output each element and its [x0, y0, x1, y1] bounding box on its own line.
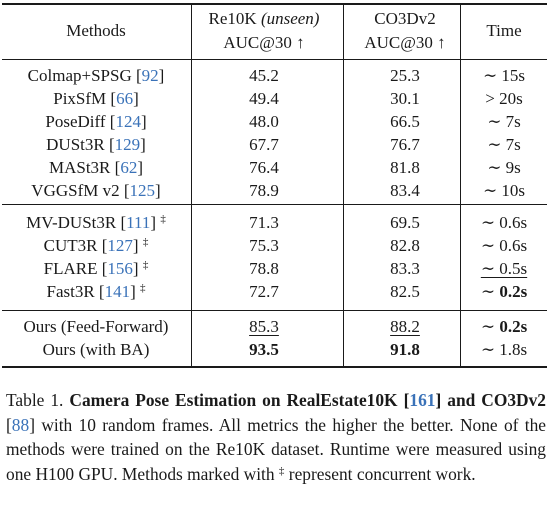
re10k-value: 48.0 — [249, 112, 279, 131]
caption-prefix: Table 1. — [6, 390, 64, 410]
time-value: ∼ 0.6s — [480, 213, 528, 232]
caption-body: with 10 random frames. All metrics the h… — [6, 414, 546, 484]
co3d-value-second-best: 88.2 — [390, 317, 420, 336]
co3d-value: 30.1 — [390, 89, 420, 108]
co3d-value: 69.5 — [390, 213, 420, 232]
method-name: CUT3R [127] ‡ — [43, 236, 149, 255]
citation-link[interactable]: 129 — [114, 135, 141, 154]
method-name: VGGSfM v2 [125] — [31, 181, 161, 200]
citation-link[interactable]: 125 — [129, 181, 156, 200]
col-divider-2 — [343, 4, 344, 366]
header-re10k: Re10K (unseen) — [190, 8, 338, 30]
bottom-rule — [2, 366, 547, 368]
method-name: Fast3R [141] ‡ — [46, 282, 146, 301]
citation-link[interactable]: 127 — [107, 236, 133, 255]
re10k-value-best: 93.5 — [249, 340, 279, 359]
time-value: ∼ 0.6s — [480, 236, 528, 255]
method-name: PoseDiff [124] — [45, 112, 147, 131]
citation-link[interactable]: 111 — [126, 213, 151, 232]
method-name: Ours (with BA) — [42, 340, 150, 359]
citation-link[interactable]: 156 — [107, 259, 133, 278]
re10k-value-second-best: 85.3 — [249, 317, 279, 336]
group1-rule — [2, 204, 547, 205]
concurrent-mark: ‡ — [278, 464, 285, 477]
time-value-best: ∼ 0.2s — [480, 282, 528, 301]
concurrent-mark: ‡ — [140, 282, 146, 294]
re10k-value: 49.4 — [249, 89, 279, 108]
concurrent-mark: ‡ — [142, 236, 149, 248]
co3d-value: 81.8 — [390, 158, 420, 177]
caption-tail: represent concurrent work. — [288, 463, 476, 484]
citation-link[interactable]: 141 — [104, 282, 131, 301]
method-name: Ours (Feed-Forward) — [23, 317, 169, 336]
citation-link[interactable]: 88 — [11, 414, 30, 435]
citation-link[interactable]: 66 — [116, 89, 134, 108]
co3d-value: 82.8 — [390, 236, 420, 255]
citation-link[interactable]: 124 — [115, 112, 141, 131]
header-co3d: CO3Dv2 — [374, 9, 436, 28]
citation-link[interactable]: 161 — [409, 390, 436, 410]
concurrent-mark: ‡ — [160, 213, 166, 225]
header-re10k-unseen: (unseen) — [260, 9, 320, 28]
method-name: DUSt3R [129] — [46, 135, 146, 154]
method-name: PixSfM [66] — [53, 89, 139, 108]
co3d-value-best: 91.8 — [390, 340, 420, 359]
co3d-value: 82.5 — [390, 282, 420, 301]
re10k-value: 71.3 — [249, 213, 279, 232]
caption-title-b: and CO3Dv2 — [447, 390, 546, 410]
re10k-value: 76.4 — [249, 158, 279, 177]
method-name: MV-DUSt3R [111] ‡ — [26, 213, 166, 232]
time-value: ∼ 15s — [482, 66, 526, 85]
re10k-value: 78.8 — [249, 259, 279, 278]
co3d-value: 76.7 — [390, 135, 420, 154]
time-value-best: ∼ 0.2s — [480, 317, 528, 336]
table-caption: Table 1. Camera Pose Estimation on RealE… — [6, 390, 546, 484]
header-re10k-title: Re10K — [208, 9, 257, 28]
time-value-second-best: ∼ 0.5s — [480, 259, 528, 278]
co3d-value: 83.4 — [390, 181, 420, 200]
col-divider-3 — [460, 4, 461, 366]
concurrent-mark: ‡ — [142, 259, 149, 271]
time-value: ∼ 10s — [482, 181, 526, 200]
citation-link[interactable]: 62 — [120, 158, 138, 177]
header-methods: Methods — [66, 21, 126, 40]
time-value: ∼ 9s — [487, 158, 521, 177]
re10k-value: 45.2 — [249, 66, 279, 85]
co3d-value: 66.5 — [390, 112, 420, 131]
time-value: ∼ 7s — [487, 135, 521, 154]
header-time: Time — [486, 21, 522, 40]
header-re10k-metric: AUC@30 ↑ — [223, 33, 305, 52]
method-name: FLARE [156] ‡ — [43, 259, 149, 278]
co3d-value: 25.3 — [390, 66, 420, 85]
re10k-value: 78.9 — [249, 181, 279, 200]
re10k-value: 72.7 — [249, 282, 279, 301]
re10k-value: 67.7 — [249, 135, 279, 154]
citation-link[interactable]: 92 — [141, 66, 159, 85]
col-divider-1 — [191, 4, 192, 366]
time-value: > 20s — [485, 89, 523, 108]
header-rule — [2, 59, 547, 60]
time-value: ∼ 7s — [487, 112, 521, 131]
top-rule — [2, 3, 547, 5]
header-co3d-metric: AUC@30 ↑ — [364, 33, 446, 52]
method-name: MASt3R [62] — [48, 158, 143, 177]
re10k-value: 75.3 — [249, 236, 279, 255]
method-name: Colmap+SPSG [92] — [27, 66, 165, 85]
co3d-value: 83.3 — [390, 259, 420, 278]
caption-title-a: Camera Pose Estimation on RealEstate10K — [69, 390, 398, 410]
time-value: ∼ 1.8s — [480, 340, 528, 359]
group2-rule — [2, 310, 547, 311]
